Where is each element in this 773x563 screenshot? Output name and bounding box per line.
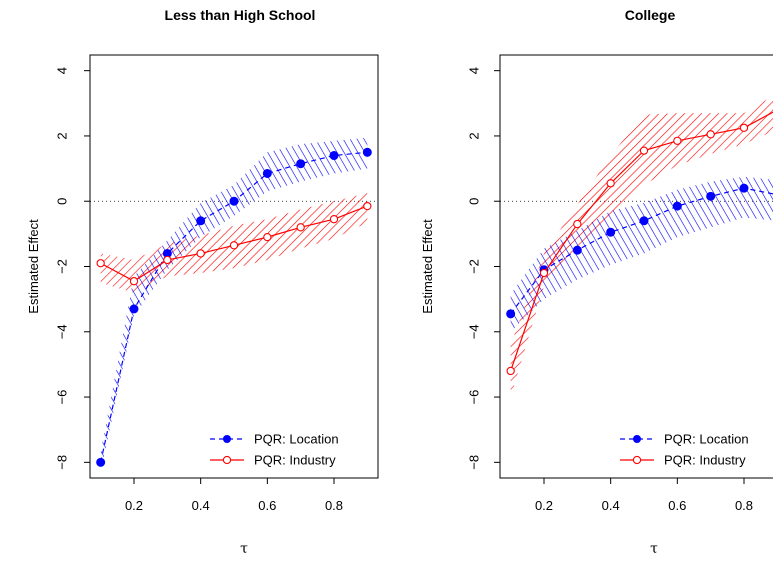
x-tick-label: 0.8 (735, 498, 753, 513)
legend-industry-marker (222, 455, 232, 465)
location-point (96, 457, 106, 467)
industry-point (196, 249, 205, 258)
x-tick-label: 0.8 (325, 498, 343, 513)
x-axis-label: τ (650, 541, 658, 557)
x-tick-label: 0.4 (602, 498, 620, 513)
plot-area (500, 96, 773, 398)
location-point (262, 168, 272, 178)
legend-industry-label: PQR: Industry (254, 453, 336, 468)
y-tick-label: −4 (467, 324, 482, 339)
location-point (572, 245, 582, 255)
panel-title: Less than High School (165, 7, 316, 23)
industry-point (96, 259, 105, 268)
y-tick-label: 2 (55, 132, 70, 139)
y-axis-label: Estimated Effect (26, 219, 41, 314)
x-tick-label: 0.2 (125, 498, 143, 513)
location-point (506, 309, 516, 319)
plot-area (90, 137, 378, 473)
legend-location-label: PQR: Location (254, 432, 339, 447)
industry-point (706, 130, 715, 139)
location-point (672, 201, 682, 211)
location-point (739, 183, 749, 193)
location-point (129, 304, 139, 314)
location-point (196, 216, 206, 226)
y-tick-label: 4 (467, 67, 482, 74)
location-point (296, 159, 306, 169)
location-point (606, 227, 616, 237)
legend-location-marker (223, 435, 231, 443)
x-tick-label: 0.2 (535, 498, 553, 513)
legend-location-label: PQR: Location (664, 432, 749, 447)
plot-box (499, 54, 773, 479)
y-axis-label: Estimated Effect (420, 219, 435, 314)
industry-point (163, 255, 172, 265)
location-point (706, 191, 716, 201)
y-tick-label: −8 (467, 455, 482, 470)
industry-point (673, 136, 682, 145)
x-tick-label: 0.6 (258, 498, 276, 513)
location-series-line (510, 187, 773, 315)
y-tick-label: 2 (467, 132, 482, 139)
industry-point (263, 232, 272, 242)
y-tick-label: −6 (55, 390, 70, 405)
panel-1: Less than High School Estimated Effect τ −8… (26, 7, 379, 557)
location-point (329, 151, 339, 161)
industry-point (129, 277, 139, 286)
industry-point (363, 201, 372, 211)
industry-point (229, 241, 239, 250)
industry-point (539, 268, 549, 278)
panel-title: College (625, 7, 676, 23)
y-tick-label: −2 (467, 259, 482, 274)
panel-2: College Estimated Effect τ −8 −6 −4 −2 0 2 4 0.2 0.… (420, 7, 773, 557)
location-confidence-band (100, 137, 368, 473)
legend-industry-label: PQR: Industry (664, 453, 746, 468)
industry-point (739, 123, 749, 132)
industry-point (639, 146, 649, 155)
x-tick-label: 0.4 (192, 498, 210, 513)
location-point (362, 147, 372, 157)
legend-industry-marker (632, 455, 642, 465)
location-confidence-band (510, 176, 773, 332)
legend: PQR: Location PQR: Industry (620, 432, 749, 468)
industry-point (329, 215, 339, 224)
legend-location-marker (633, 435, 641, 443)
industry-point (296, 223, 305, 232)
y-tick-label: 4 (55, 67, 70, 74)
y-tick-label: −2 (55, 259, 70, 274)
legend: PQR: Location PQR: Industry (210, 432, 339, 468)
x-axis-label: τ (240, 541, 248, 557)
plot-box (89, 54, 379, 479)
y-tick-label: −6 (467, 390, 482, 405)
industry-point (606, 179, 615, 188)
y-tick-label: −8 (55, 455, 70, 470)
y-tick-label: 0 (467, 198, 482, 205)
x-tick-label: 0.6 (668, 498, 686, 513)
y-tick-label: 0 (55, 198, 70, 205)
industry-point (573, 219, 582, 229)
industry-point (506, 366, 515, 376)
location-point (639, 216, 649, 226)
y-tick-label: −4 (55, 324, 70, 339)
location-point (229, 196, 239, 206)
